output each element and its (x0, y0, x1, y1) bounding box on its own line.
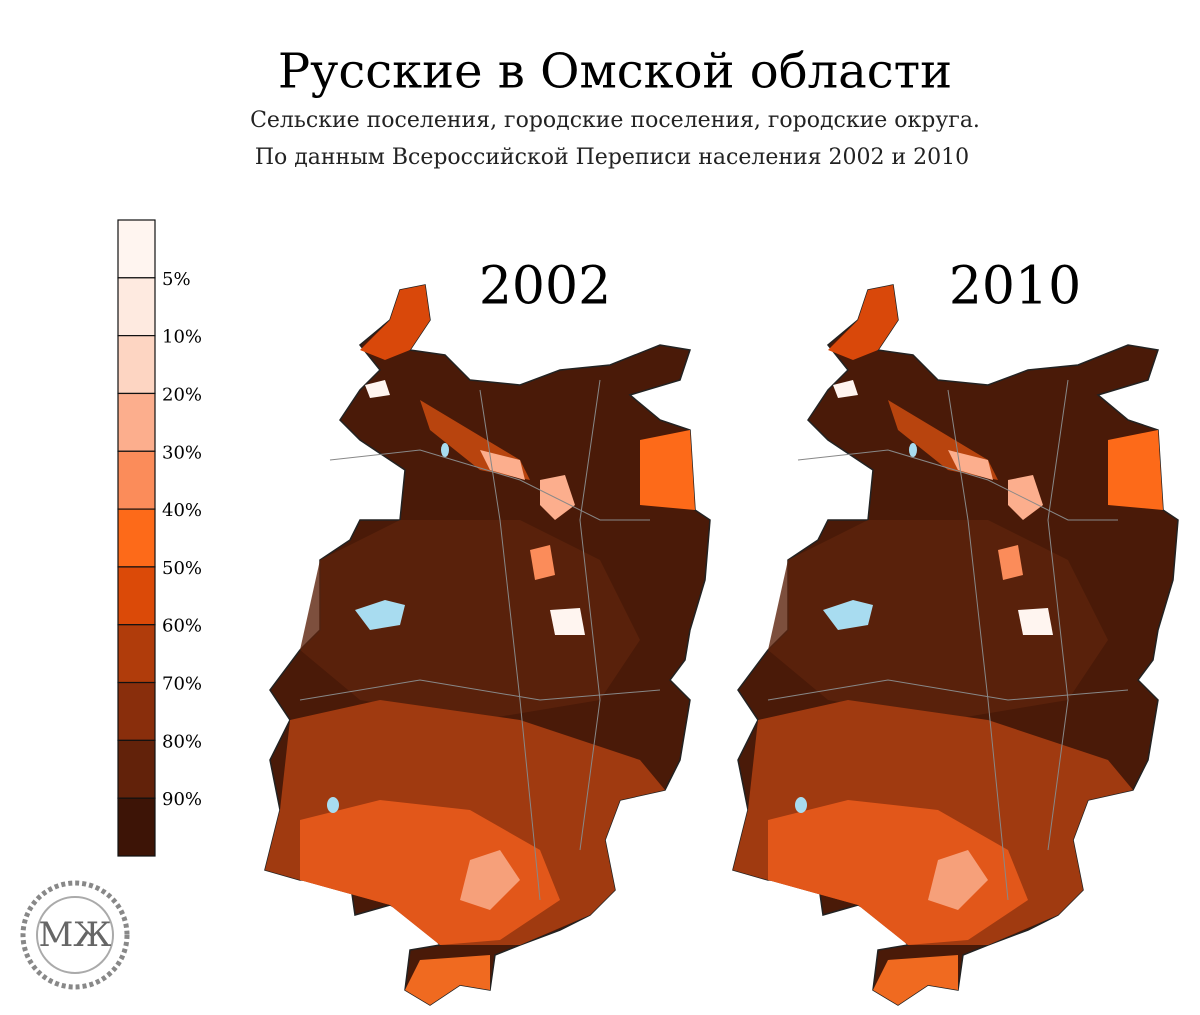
legend-swatch (117, 277, 156, 337)
legend-label: 30% (162, 442, 202, 463)
legend-label: 50% (162, 558, 202, 579)
legend: 5% 10% 20% 30% 40% 50% 60% 70% 80% 90% (117, 219, 202, 857)
subtitle: Сельские поселения, городские поселения,… (250, 108, 980, 133)
legend-label: 10% (162, 327, 202, 348)
legend-label: 60% (162, 616, 202, 637)
legend-swatch (117, 624, 156, 684)
legend-swatch (117, 566, 156, 626)
legend-label: 80% (162, 731, 202, 752)
legend-label: 90% (162, 789, 202, 810)
map-2002 (264, 284, 711, 1006)
subtitle: По данным Всероссийской Переписи населен… (255, 145, 969, 170)
legend-swatch (117, 739, 156, 799)
legend-swatch (117, 681, 156, 741)
legend-label: 20% (162, 384, 202, 405)
legend-label: 40% (162, 500, 202, 521)
legend-swatch (117, 392, 156, 452)
legend-swatch (117, 797, 156, 857)
logo-text: МЖ (38, 915, 111, 955)
legend-swatch (117, 219, 156, 279)
map-year: 2002 (479, 257, 611, 317)
title: Русские в Омской области (278, 44, 952, 100)
logo: МЖ (20, 880, 130, 990)
legend-swatch (117, 335, 156, 395)
map-2010 (732, 284, 1179, 1006)
legend-label: 70% (162, 674, 202, 695)
map-year: 2010 (949, 257, 1081, 317)
legend-label: 5% (162, 269, 191, 290)
legend-swatch (117, 450, 156, 510)
legend-swatch (117, 508, 156, 568)
